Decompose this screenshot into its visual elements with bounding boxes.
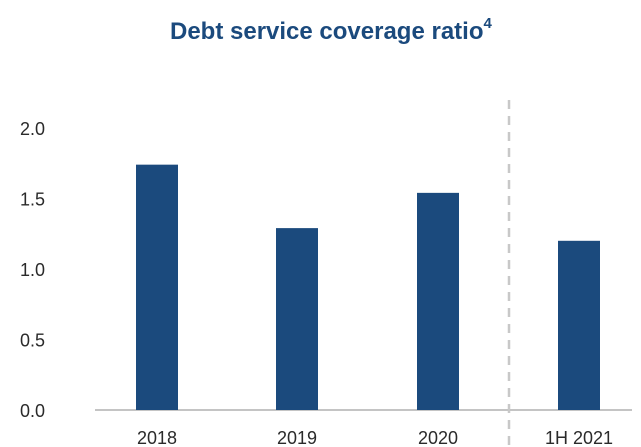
x-tick-label: 1H 2021 (545, 428, 613, 447)
y-tick-label: 1.0 (20, 260, 45, 280)
y-tick-label: 0.0 (20, 401, 45, 421)
x-tick-label: 2020 (418, 428, 458, 447)
y-tick-label: 0.5 (20, 331, 45, 351)
y-tick-label: 1.5 (20, 190, 45, 210)
chart-title: Debt service coverage ratio4 (170, 15, 641, 46)
x-tick-label: 2018 (137, 428, 177, 447)
chart-title-footnote: 4 (483, 15, 492, 32)
bar-2019 (276, 228, 318, 410)
bar-2020 (417, 192, 459, 410)
y-tick-label: 2.0 (20, 119, 45, 139)
x-tick-label: 2019 (277, 428, 317, 447)
bar-1h-2021 (558, 240, 600, 410)
chart-title-text: Debt service coverage ratio (170, 18, 484, 45)
bar-2018 (136, 164, 178, 410)
